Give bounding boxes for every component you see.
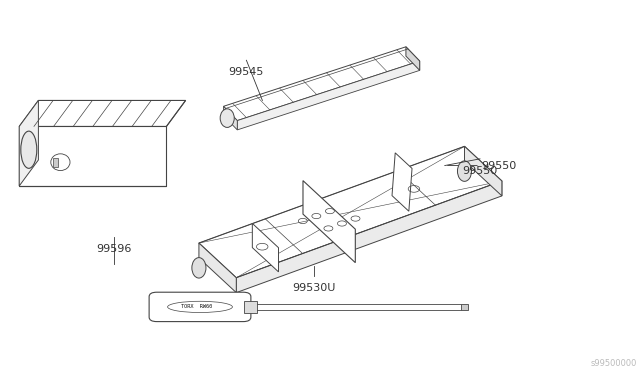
Polygon shape	[465, 146, 502, 196]
Text: TORX  RW60: TORX RW60	[181, 304, 212, 310]
Text: 99530U: 99530U	[292, 283, 335, 293]
Ellipse shape	[51, 154, 70, 170]
Text: 99550: 99550	[462, 166, 498, 176]
Polygon shape	[236, 181, 502, 293]
Bar	[244, 301, 257, 313]
Polygon shape	[19, 126, 166, 186]
Polygon shape	[199, 146, 502, 278]
Polygon shape	[199, 243, 236, 293]
Polygon shape	[19, 100, 186, 126]
Text: 99596: 99596	[96, 244, 132, 254]
Polygon shape	[392, 153, 412, 211]
Polygon shape	[223, 106, 237, 130]
Ellipse shape	[20, 131, 36, 168]
FancyBboxPatch shape	[149, 292, 251, 321]
Polygon shape	[223, 47, 420, 121]
Polygon shape	[19, 100, 38, 186]
Ellipse shape	[458, 161, 472, 181]
Text: 99545: 99545	[228, 67, 264, 77]
Ellipse shape	[192, 257, 206, 278]
Ellipse shape	[220, 109, 234, 127]
Polygon shape	[237, 61, 420, 130]
Text: s99500000: s99500000	[591, 359, 637, 368]
Text: 99550: 99550	[481, 161, 516, 170]
Polygon shape	[303, 181, 355, 263]
Bar	[461, 304, 468, 310]
Polygon shape	[52, 158, 58, 167]
Ellipse shape	[168, 301, 232, 312]
Polygon shape	[406, 47, 420, 70]
Polygon shape	[252, 224, 278, 272]
